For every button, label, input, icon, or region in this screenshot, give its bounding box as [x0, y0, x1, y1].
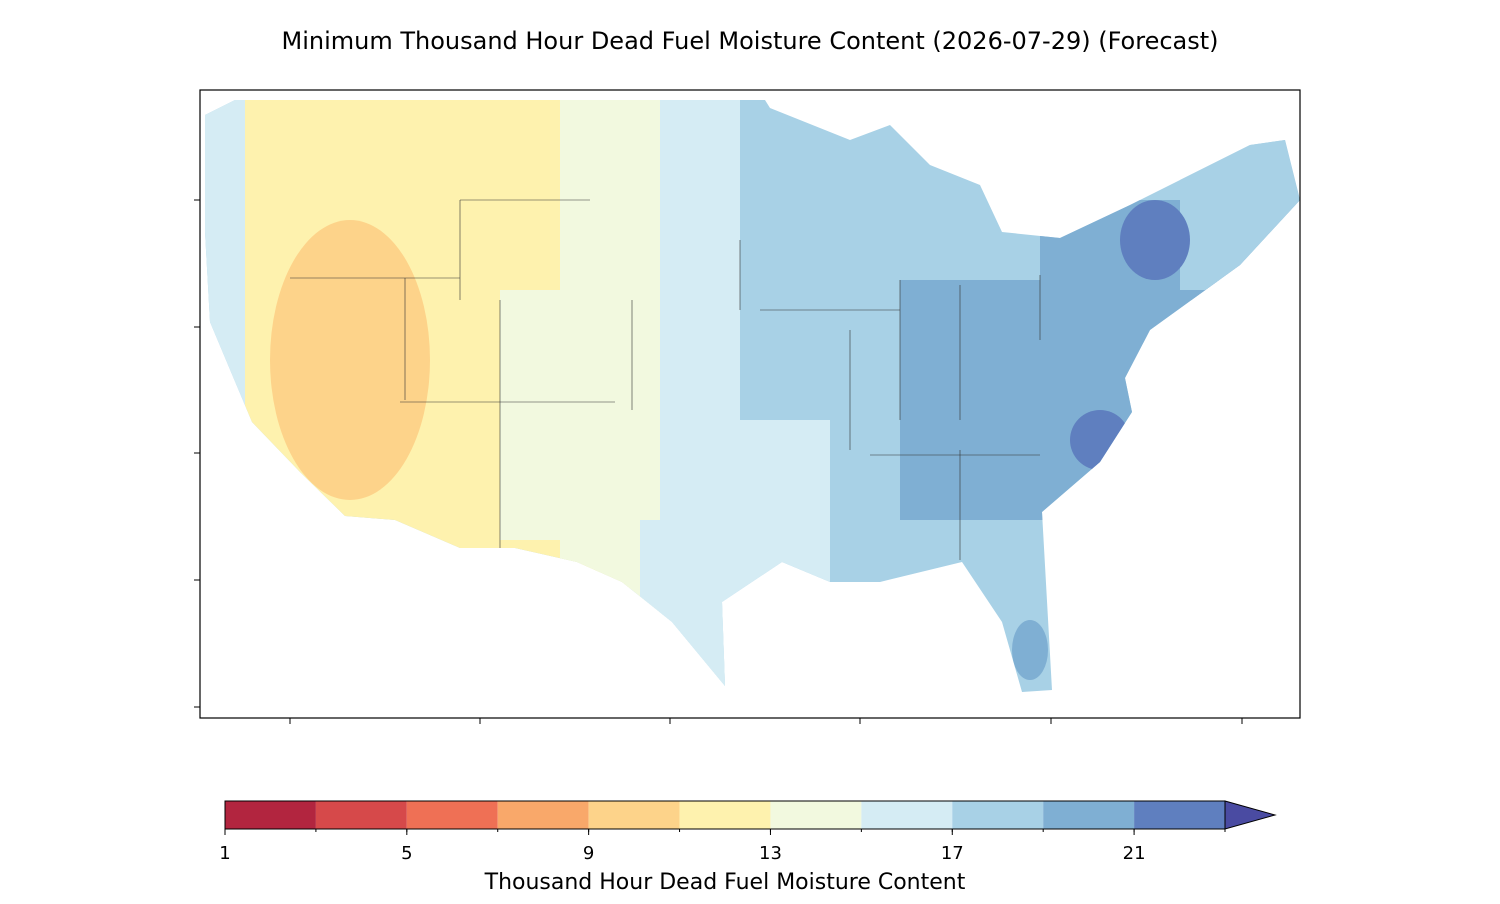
colorbar-tick-label: 1	[219, 843, 230, 864]
axis-ticks	[194, 199, 1243, 724]
colorbar-frame	[224, 800, 1226, 830]
colorbar: 1 5 9 13 17 21	[219, 800, 1277, 864]
colorbar-tick-label: 13	[759, 843, 782, 864]
colorbar-label: Thousand Hour Dead Fuel Moisture Content	[484, 870, 966, 895]
colorbar-bin	[497, 801, 589, 829]
colorbar-tick-label: 9	[583, 843, 594, 864]
colorbar-bin	[770, 801, 862, 829]
moisture-field	[205, 100, 1300, 692]
colorbar-tick-label: 17	[941, 843, 964, 864]
map-frame	[199, 89, 1301, 719]
colorbar-bin	[1043, 801, 1135, 829]
colorbar-bin	[952, 801, 1044, 829]
colorbar-bin	[679, 801, 771, 829]
colorbar-bin	[315, 801, 407, 829]
colorbar-bin	[406, 801, 498, 829]
colorbar-bin	[588, 801, 680, 829]
colorbar-tick-label: 5	[401, 843, 412, 864]
colorbar-bin	[1134, 801, 1225, 829]
colorbar-bin	[225, 801, 316, 829]
state-borders	[290, 199, 1041, 560]
colorbar-tick-label: 21	[1123, 843, 1146, 864]
colorbar-bin	[861, 801, 953, 829]
colorbar-extend	[1224, 800, 1277, 830]
map-title: Minimum Thousand Hour Dead Fuel Moisture…	[281, 27, 1218, 55]
